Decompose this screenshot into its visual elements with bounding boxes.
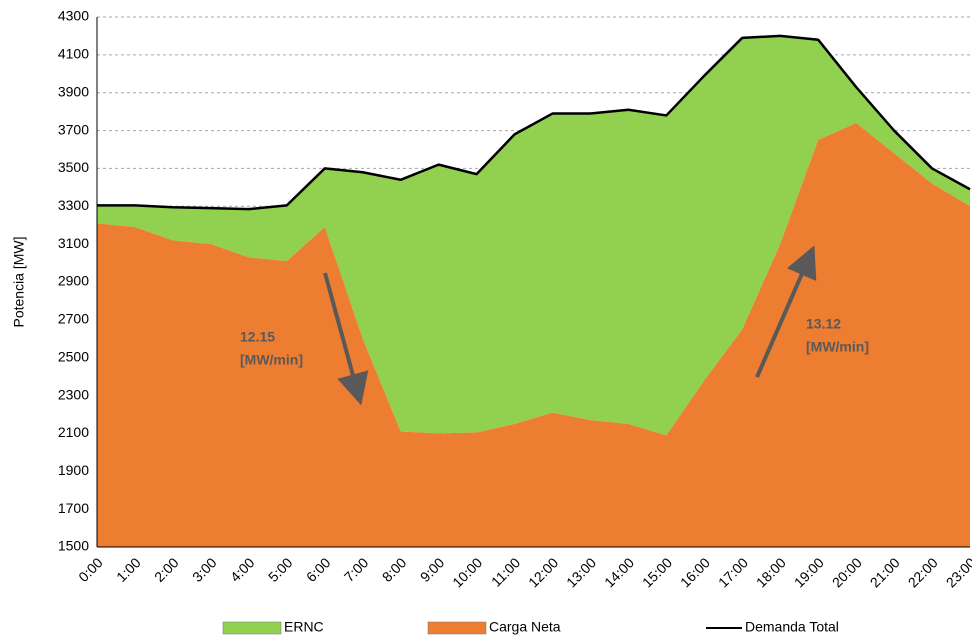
x-tick-label: 9:00	[417, 554, 448, 585]
y-tick-label: 3100	[58, 235, 89, 251]
annotation: [MW/min]	[240, 352, 303, 368]
areas	[97, 35, 970, 547]
y-axis-label: Potencia [MW]	[11, 236, 27, 327]
x-tick-label: 5:00	[265, 554, 296, 585]
y-tick-label: 3700	[58, 121, 89, 137]
y-tick-label: 3900	[58, 83, 89, 99]
arrow-up	[755, 245, 817, 378]
legend-label: Carga Neta	[489, 619, 561, 635]
x-tick-label: 10:00	[449, 554, 485, 590]
x-tick-label: 19:00	[791, 554, 827, 590]
area	[97, 123, 970, 547]
x-tick-label: 18:00	[753, 554, 789, 590]
annotation: [MW/min]	[806, 339, 869, 355]
x-tick-label: 22:00	[905, 554, 941, 590]
y-tick-label: 4100	[58, 46, 89, 62]
x-tick-label: 12:00	[525, 554, 561, 590]
x-tick-label: 8:00	[379, 554, 410, 585]
area	[97, 35, 970, 436]
legend-label: ERNC	[284, 619, 324, 635]
x-tick-label: 14:00	[601, 554, 637, 590]
y-tick-label: 2300	[58, 386, 89, 402]
annotation: 13.12	[806, 316, 841, 332]
y-tick-label: 1900	[58, 462, 89, 478]
y-tick-label: 2700	[58, 311, 89, 327]
y-tick-label: 1700	[58, 500, 89, 516]
x-tick-label: 2:00	[151, 554, 182, 585]
x-tick-label: 0:00	[75, 554, 106, 585]
y-tick-label: 3300	[58, 197, 89, 213]
x-tick-label: 11:00	[488, 554, 524, 590]
x-tick-label: 6:00	[303, 554, 334, 585]
legend-label: Demanda Total	[745, 619, 839, 635]
y-tick-label: 3500	[58, 159, 89, 175]
x-tick-label: 15:00	[639, 554, 675, 590]
x-tick-label: 1:00	[113, 554, 144, 585]
x-tick-label: 7:00	[341, 554, 372, 585]
x-tick-label: 13:00	[563, 554, 599, 590]
x-tick-label: 4:00	[227, 554, 258, 585]
y-tick-label: 4300	[58, 8, 89, 24]
y-tick-label: 1500	[58, 538, 89, 554]
x-tick-label: 23:00	[943, 554, 972, 590]
arrow-down	[323, 272, 369, 406]
x-tick-label: 16:00	[677, 554, 713, 590]
x-tick-label: 3:00	[189, 554, 220, 585]
y-tick-label: 2900	[58, 273, 89, 289]
legend-swatch	[222, 621, 282, 635]
x-tick-label: 20:00	[829, 554, 865, 590]
y-tick-label: 2100	[58, 424, 89, 440]
annotation: 12.15	[240, 329, 275, 345]
line	[97, 34, 971, 211]
x-tick-label: 17:00	[715, 554, 751, 590]
x-tick-label: 21:00	[867, 554, 903, 590]
y-tick-label: 2500	[58, 348, 89, 364]
legend-swatch	[427, 621, 487, 635]
